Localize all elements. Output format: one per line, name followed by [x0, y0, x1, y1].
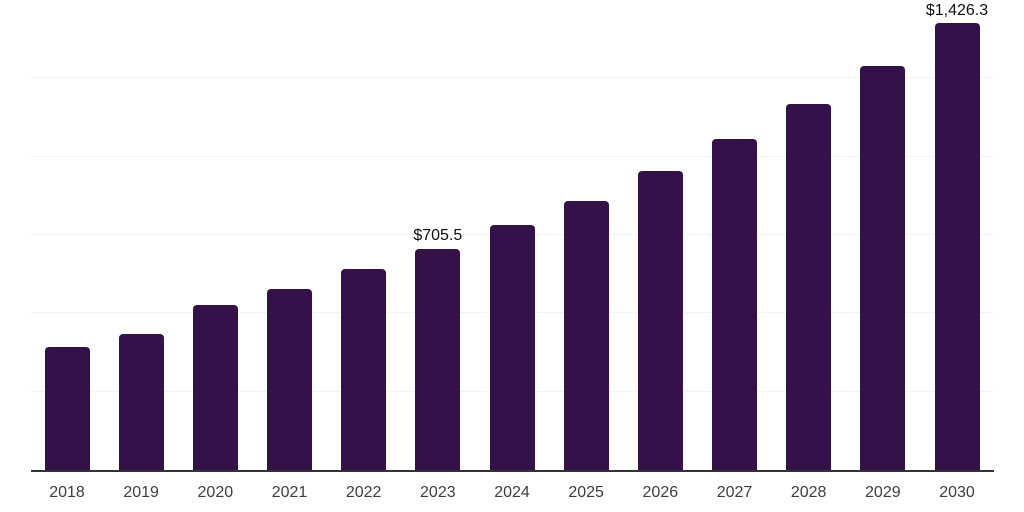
bar-2026 — [637, 171, 683, 470]
bar-2021 — [267, 288, 312, 470]
bar-2027 — [712, 139, 757, 470]
bar-2020 — [192, 304, 238, 470]
x-axis: 2018 2019 2020 2021 2022 2023 2024 2025 2026 2027… — [0, 472, 1024, 512]
x-tick-2021: 2021 — [271, 484, 308, 501]
bar-2023 — [415, 248, 461, 470]
x-tick-2030: 2030 — [939, 484, 975, 501]
bar-2029 — [860, 66, 906, 470]
x-tick-2026: 2026 — [642, 484, 679, 501]
plot-area: $705.5 $1,426.3 — [30, 1, 994, 470]
x-tick-2027: 2027 — [716, 484, 753, 501]
x-tick-2019: 2019 — [123, 484, 159, 501]
bar-2025 — [563, 200, 609, 470]
bar-2028 — [786, 104, 832, 470]
bar-2024 — [489, 224, 535, 470]
bar-2019 — [118, 334, 164, 470]
x-tick-2023: 2023 — [420, 484, 456, 501]
bar-2022 — [341, 269, 387, 470]
gridline — [30, 155, 994, 157]
bar-2018 — [44, 346, 90, 470]
x-tick-2020: 2020 — [197, 484, 234, 501]
x-tick-2024: 2024 — [494, 484, 530, 501]
x-tick-2028: 2028 — [790, 484, 827, 501]
x-tick-2018: 2018 — [49, 484, 85, 501]
value-label-2023: $705.5 — [413, 227, 463, 245]
x-tick-2025: 2025 — [568, 484, 604, 501]
x-tick-2022: 2022 — [345, 484, 382, 501]
x-axis-line — [31, 470, 994, 472]
value-label-2030: $1,426.3 — [925, 1, 989, 19]
x-tick-2029: 2029 — [865, 484, 901, 501]
gridline — [30, 77, 994, 79]
bar-2030 — [934, 23, 980, 470]
